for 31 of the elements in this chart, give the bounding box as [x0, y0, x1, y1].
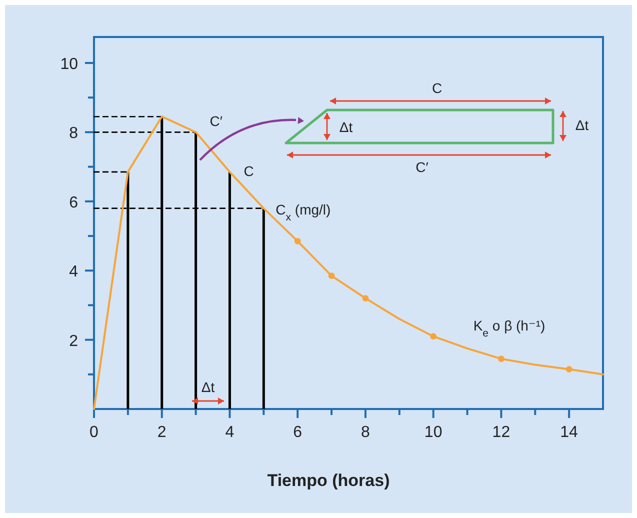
point	[328, 272, 335, 279]
y-tick-label: 4	[69, 264, 78, 281]
annotation: C′	[416, 159, 429, 175]
x-axis-title: Tiempo (horas)	[267, 471, 390, 490]
annotation: Δt	[339, 119, 353, 135]
y-tick-label: 8	[69, 125, 78, 142]
line-series	[93, 116, 604, 410]
bar	[262, 208, 265, 409]
x-tick-label: 2	[157, 424, 166, 441]
y-tick-label: 6	[69, 194, 78, 212]
x-tick-label: 10	[424, 424, 442, 441]
annotation: Δt	[201, 379, 215, 395]
point	[362, 295, 369, 302]
annotation: Δt	[575, 117, 589, 133]
x-tick-label: 0	[90, 424, 99, 441]
annotation: K$_{e}$ o β (h⁻¹)	[473, 317, 546, 340]
x-tick-label: 12	[492, 424, 510, 441]
x-tick-label: 6	[293, 424, 302, 441]
y-tick-label: 10	[60, 56, 78, 73]
point	[294, 238, 301, 244]
x-tick-label: 4	[225, 424, 234, 441]
point	[498, 356, 504, 362]
x-tick-label: 8	[361, 424, 370, 441]
point	[430, 333, 437, 340]
x-tick-label: 14	[560, 424, 578, 441]
annotation: C	[244, 162, 254, 179]
point	[566, 366, 572, 372]
annotation: C	[432, 80, 442, 96]
annotation: C′	[210, 113, 223, 130]
y-tick-label: 2	[69, 332, 78, 350]
annotation: C$_{x}$ (mg/l)	[276, 201, 331, 224]
